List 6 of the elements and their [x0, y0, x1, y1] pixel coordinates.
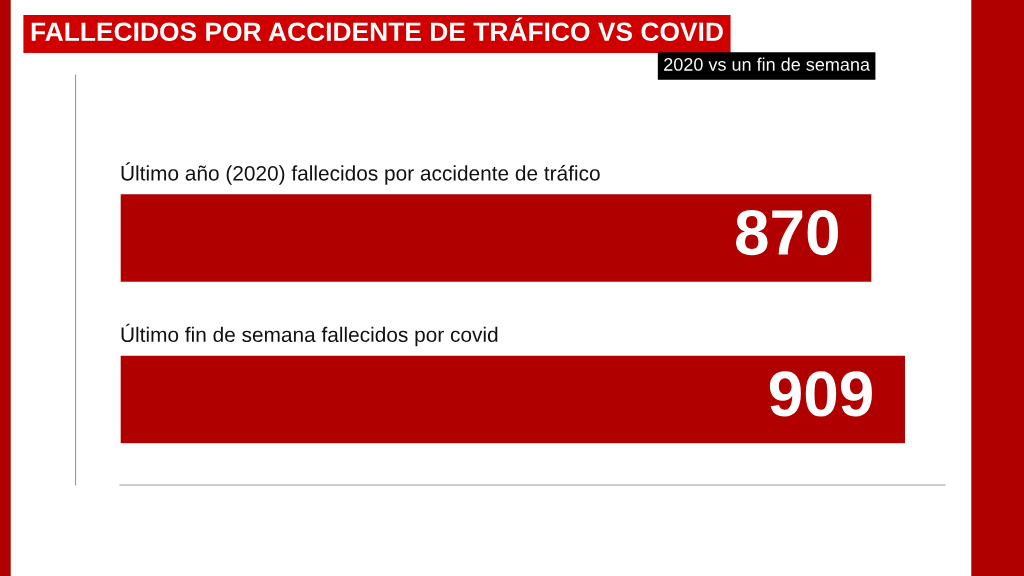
chart-subtitle: 2020 vs un fin de semana: [664, 57, 871, 71]
data-label: 870: [736, 209, 838, 256]
data-label: 909: [769, 371, 872, 417]
chart-title: FALLECIDOS POR ACCIDENTE DE TRÁFICO VS COVID: [31, 17, 723, 42]
y-tick-label: Último fin de semana fallecidos por covid: [121, 323, 498, 347]
y-tick-label: Último año (2020) fallecidos por accidente de tráfico: [121, 162, 600, 185]
